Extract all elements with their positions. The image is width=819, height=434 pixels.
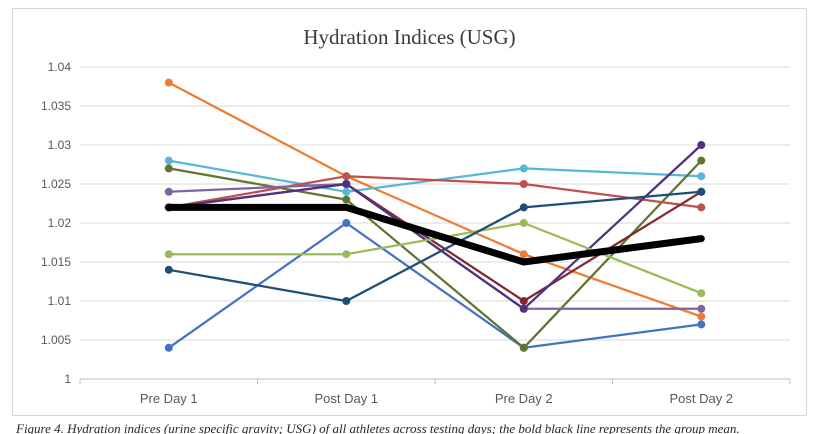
chart-title: Hydration Indices (USG) <box>303 25 516 49</box>
svg-text:1.02: 1.02 <box>48 216 72 230</box>
svg-text:1: 1 <box>64 372 71 386</box>
svg-text:1.025: 1.025 <box>41 177 71 191</box>
svg-text:1.03: 1.03 <box>48 138 72 152</box>
svg-text:Pre Day 2: Pre Day 2 <box>495 391 553 406</box>
svg-text:1.005: 1.005 <box>41 333 71 347</box>
chart-frame: Hydration Indices (USG) 1 1.005 1.01 1.015 1… <box>12 8 807 416</box>
svg-text:1.035: 1.035 <box>41 99 71 113</box>
svg-text:1.04: 1.04 <box>48 60 72 74</box>
svg-text:Post Day 2: Post Day 2 <box>669 391 733 406</box>
line-chart: 1 1.005 1.01 1.015 1.02 1.025 1.03 1.035 1.04 Pre… <box>41 60 791 406</box>
svg-text:Pre Day 1: Pre Day 1 <box>140 391 198 406</box>
svg-text:1.015: 1.015 <box>41 255 71 269</box>
figure-caption: Figure 4. Hydration indices (urine speci… <box>16 421 740 434</box>
svg-text:Post Day 1: Post Day 1 <box>314 391 378 406</box>
svg-text:1.01: 1.01 <box>48 294 72 308</box>
